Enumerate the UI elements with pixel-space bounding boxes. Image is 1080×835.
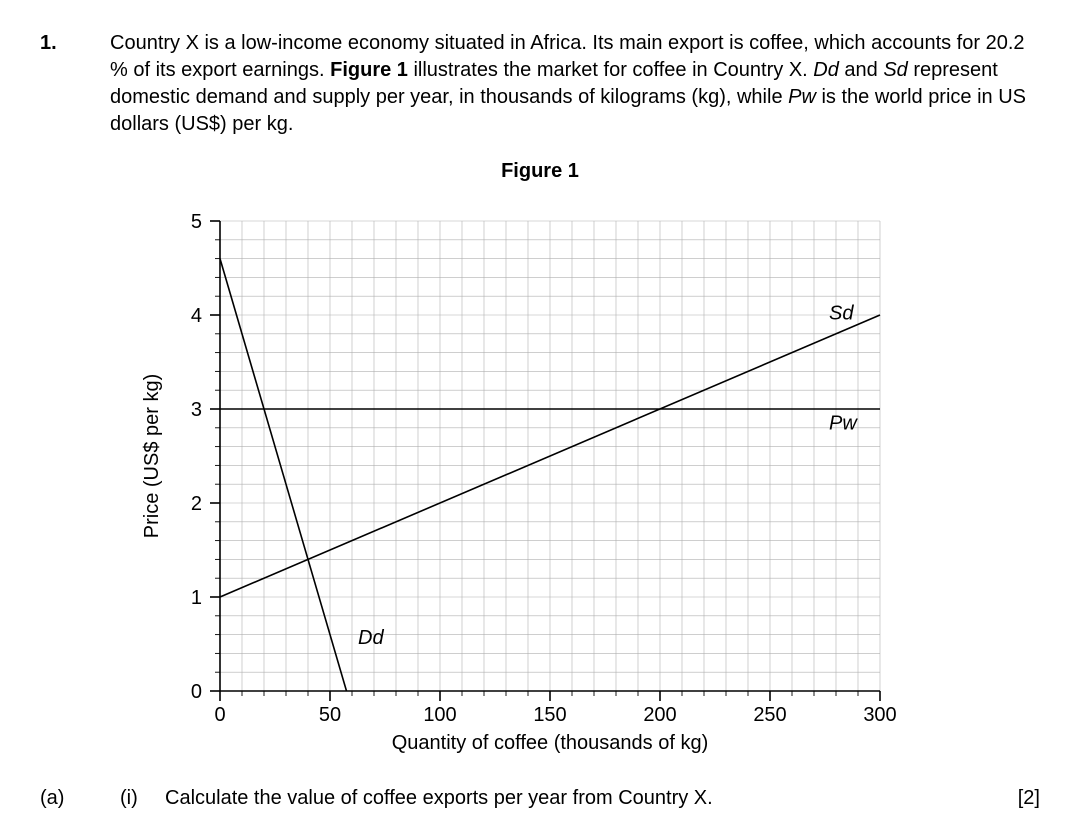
svg-text:0: 0 <box>214 704 225 726</box>
svg-text:200: 200 <box>643 704 676 726</box>
svg-text:1: 1 <box>191 587 202 609</box>
subpart-i-label: (i) <box>110 787 165 810</box>
subpart-text: Calculate the value of coffee exports pe… <box>165 787 980 810</box>
svg-text:0: 0 <box>191 681 202 703</box>
subpart-marks: [2] <box>980 787 1040 810</box>
svg-text:300: 300 <box>863 704 896 726</box>
svg-text:150: 150 <box>533 704 566 726</box>
svg-text:4: 4 <box>191 305 202 327</box>
svg-text:Dd: Dd <box>358 627 384 649</box>
question-paragraph: Country X is a low-income economy situat… <box>110 30 1040 138</box>
svg-text:Price (US$ per kg): Price (US$ per kg) <box>141 374 163 539</box>
svg-text:Quantity of coffee (thousands: Quantity of coffee (thousands of kg) <box>392 732 708 754</box>
svg-text:50: 50 <box>319 704 341 726</box>
svg-text:250: 250 <box>753 704 786 726</box>
subpart-a-label: (a) <box>40 787 110 810</box>
svg-text:Sd: Sd <box>829 303 854 325</box>
svg-text:5: 5 <box>191 211 202 233</box>
svg-text:3: 3 <box>191 399 202 421</box>
question-number: 1. <box>40 30 110 138</box>
figure-chart: 012345050100150200250300Quantity of coff… <box>40 201 1040 761</box>
figure-title: Figure 1 <box>40 160 1040 183</box>
demand-line <box>220 259 347 691</box>
svg-text:2: 2 <box>191 493 202 515</box>
svg-text:Pw: Pw <box>829 413 858 435</box>
svg-text:100: 100 <box>423 704 456 726</box>
